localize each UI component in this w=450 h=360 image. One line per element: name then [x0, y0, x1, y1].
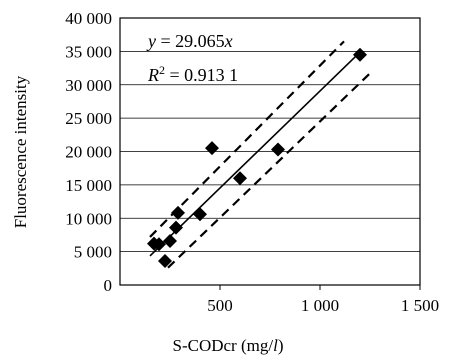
data-point [158, 253, 172, 268]
confidence-bands [149, 40, 373, 269]
x-axis-title: S-CODcr (mg/l) [173, 336, 284, 355]
data-points [147, 47, 367, 268]
x-tick-label: 1 000 [301, 296, 339, 315]
data-point [271, 142, 285, 157]
y-tick-label: 0 [104, 276, 113, 295]
y-tick-label: 15 000 [65, 176, 112, 195]
y-tick-label: 40 000 [65, 9, 112, 28]
r-squared-annotation: R2 = 0.913 1 [147, 63, 238, 85]
data-point [163, 233, 177, 248]
equation-annotation: y = 29.065x [146, 31, 233, 51]
data-point [353, 47, 367, 62]
data-point [205, 141, 219, 156]
fit-line [149, 51, 361, 257]
data-point [193, 207, 207, 222]
data-point [169, 220, 183, 235]
grid-lines [120, 50, 420, 253]
data-point [152, 237, 166, 252]
y-tick-label: 35 000 [65, 42, 112, 61]
y-tick-label: 10 000 [65, 209, 112, 228]
confidence-band-line [149, 40, 345, 238]
y-axis-title: Fluorescence intensity [11, 75, 30, 228]
x-axis-tick-labels: 500 1 000 1 500 [207, 285, 439, 315]
x-tick-label: 500 [207, 296, 233, 315]
y-tick-label: 25 000 [65, 109, 112, 128]
y-tick-label: 30 000 [65, 76, 112, 95]
confidence-band-line [167, 70, 373, 269]
plot-area-frame [119, 17, 421, 286]
regression-line [149, 51, 361, 257]
data-point [171, 205, 185, 220]
y-tick-label: 20 000 [65, 143, 112, 162]
y-axis-tick-labels: 0 5 000 10 000 15 000 20 000 25 000 30 000 35 0… [65, 9, 112, 295]
y-tick-label: 5 000 [74, 243, 112, 262]
x-tick-label: 1 500 [401, 296, 439, 315]
data-point [233, 171, 247, 186]
